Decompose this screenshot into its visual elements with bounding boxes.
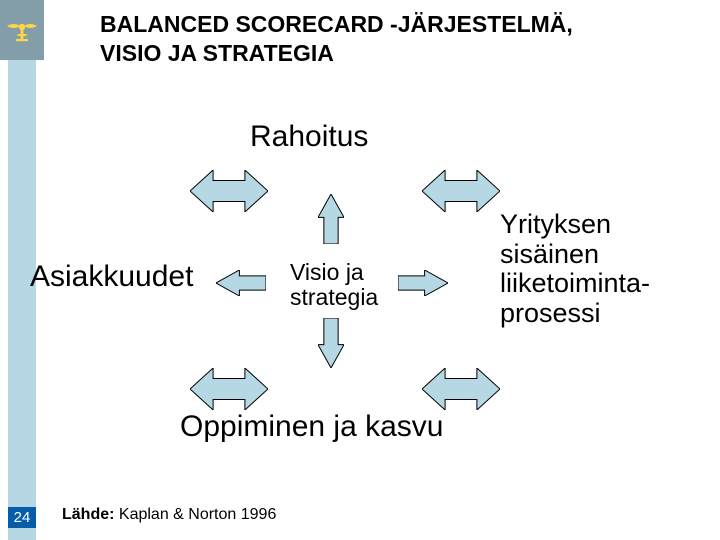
source-citation: Lähde: Kaplan & Norton 1996 xyxy=(62,506,276,524)
page-number: 24 xyxy=(8,507,36,528)
arrow-down xyxy=(318,318,344,368)
arrow-left xyxy=(216,270,266,296)
arrow-diag-bottom-right xyxy=(422,368,500,410)
logo-block xyxy=(0,0,44,60)
bsc-diagram: Rahoitus Asiakkuudet Visio jastrategia Y… xyxy=(40,110,700,470)
arrow-diag-bottom-left xyxy=(190,368,268,410)
label-bottom: Oppiminen ja kasvu xyxy=(180,410,443,443)
page-title: BALANCED SCORECARD -JÄRJESTELMÄ,VISIO JA… xyxy=(100,10,573,68)
label-right: Yrityksensisäinenliiketoiminta-prosessi xyxy=(500,210,650,329)
label-rahoitus: Rahoitus xyxy=(250,120,368,153)
arrow-diag-top-left xyxy=(190,170,268,212)
label-center: Visio jastrategia xyxy=(290,260,378,311)
label-asiakkuudet: Asiakkuudet xyxy=(30,260,193,293)
arrow-up xyxy=(318,194,344,244)
source-prefix: Lähde: xyxy=(62,506,119,523)
arrow-right xyxy=(398,270,448,296)
source-text: Kaplan & Norton 1996 xyxy=(119,506,276,523)
arrow-diag-top-right xyxy=(422,170,500,212)
wings-icon xyxy=(5,13,39,47)
